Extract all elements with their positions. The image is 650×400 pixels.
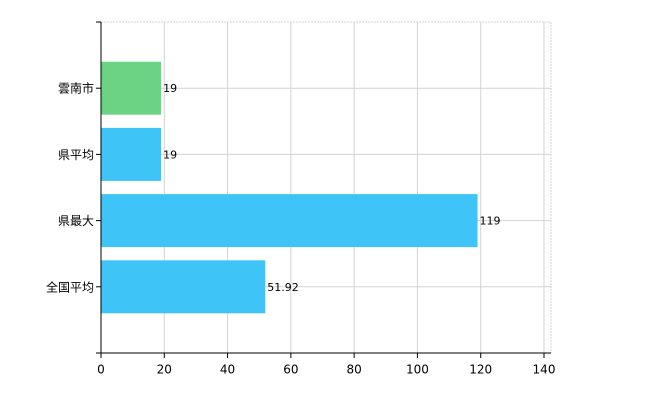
value-label: 19 <box>163 148 177 161</box>
y-tick-label: 全国平均 <box>46 279 94 294</box>
x-tick-label: 140 <box>533 363 556 377</box>
x-tick-label: 20 <box>157 363 172 377</box>
value-label: 119 <box>480 215 501 228</box>
x-tick-label: 40 <box>220 363 235 377</box>
value-label: 51.92 <box>267 281 299 294</box>
x-tick-label: 80 <box>347 363 362 377</box>
y-tick-label: 県最大 <box>58 214 94 228</box>
bar <box>101 61 162 115</box>
x-tick-label: 120 <box>469 363 492 377</box>
y-tick-label: 雲南市 <box>58 81 94 96</box>
bar <box>101 194 478 248</box>
value-label: 19 <box>163 82 177 95</box>
y-tick-label: 県平均 <box>58 148 94 162</box>
bar <box>101 127 162 181</box>
x-tick-label: 60 <box>283 363 298 377</box>
x-tick-label: 0 <box>97 363 105 377</box>
bar <box>101 260 266 314</box>
x-tick-label: 100 <box>406 363 429 377</box>
